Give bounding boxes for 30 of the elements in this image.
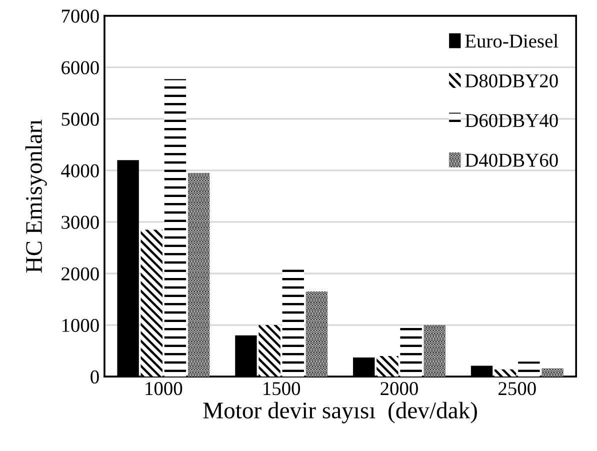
legend-label: D40DBY60 — [465, 154, 558, 167]
bar — [282, 269, 304, 377]
x-tick-label: 2000 — [380, 382, 418, 396]
bar — [140, 230, 162, 377]
bar — [306, 292, 328, 377]
y-tick-label: 0 — [90, 370, 99, 384]
y-axis-title: HC Emisyonları — [25, 120, 47, 273]
y-tick-label: 6000 — [62, 61, 99, 74]
x-tick-label: 1500 — [264, 382, 300, 396]
y-tick-label: 4000 — [61, 164, 99, 178]
x-axis-title: Motor devir sayısı (dev/dak) — [203, 402, 477, 424]
legend-label: D60DBY40 — [465, 114, 558, 128]
x-tick-label: 1000 — [146, 382, 182, 396]
bar — [376, 356, 398, 377]
legend-label: D80DBY20 — [465, 74, 558, 88]
y-tick-label: 1000 — [62, 318, 99, 332]
y-tick-label: 3000 — [62, 216, 99, 229]
legend-label: Euro-Diesel — [465, 34, 558, 48]
y-tick-label: 2000 — [62, 267, 99, 280]
bar — [400, 326, 422, 377]
bar — [518, 362, 540, 377]
bar — [258, 325, 280, 377]
bar — [424, 325, 446, 377]
y-tick-label: 7000 — [62, 10, 99, 23]
bar — [188, 172, 210, 377]
x-tick-label: 2500 — [498, 382, 536, 396]
bar — [494, 369, 516, 377]
bar — [164, 79, 186, 377]
y-tick-label: 5000 — [62, 112, 99, 126]
bar — [542, 368, 564, 377]
